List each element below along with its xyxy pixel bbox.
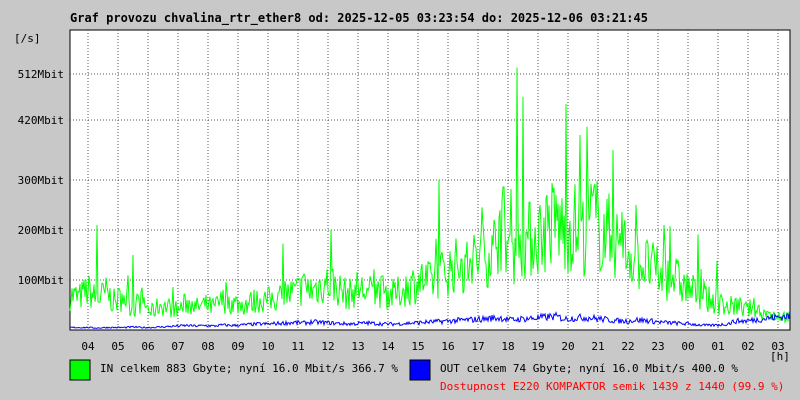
x-tick-label: 13 xyxy=(351,340,364,353)
x-tick-label: 07 xyxy=(171,340,184,353)
x-tick-label: 21 xyxy=(591,340,604,353)
x-tick-label: 10 xyxy=(261,340,274,353)
x-tick-label: 03 xyxy=(771,340,784,353)
x-axis-unit-label: [h] xyxy=(770,350,790,363)
y-axis-unit-label: [/s] xyxy=(14,32,41,45)
x-tick-label: 06 xyxy=(141,340,154,353)
x-tick-label: 08 xyxy=(201,340,214,353)
x-tick-label: 05 xyxy=(111,340,124,353)
availability-label: Dostupnost E220 KOMPAKTOR semik 1439 z 1… xyxy=(440,380,784,393)
x-tick-label: 12 xyxy=(321,340,334,353)
x-tick-label: 11 xyxy=(291,340,304,353)
y-tick-label: 300Mbit xyxy=(18,174,64,187)
x-tick-label: 01 xyxy=(711,340,724,353)
x-tick-label: 19 xyxy=(531,340,544,353)
x-tick-label: 09 xyxy=(231,340,244,353)
series-line-out xyxy=(69,311,791,329)
y-tick-label: 100Mbit xyxy=(18,274,64,287)
chart-title: Graf provozu chvalina_rtr_ether8 od: 202… xyxy=(70,11,648,26)
x-tick-label: 20 xyxy=(561,340,574,353)
legend-out-swatch xyxy=(409,359,431,381)
x-tick-label: 22 xyxy=(621,340,634,353)
x-tick-label: 14 xyxy=(381,340,395,353)
x-tick-label: 02 xyxy=(741,340,754,353)
x-tick-label: 04 xyxy=(81,340,95,353)
x-tick-label: 18 xyxy=(501,340,514,353)
y-tick-label: 200Mbit xyxy=(18,224,64,237)
x-tick-label: 00 xyxy=(681,340,694,353)
legend-in-swatch xyxy=(69,359,91,381)
series-line-in xyxy=(69,67,791,324)
x-tick-label: 23 xyxy=(651,340,664,353)
legend-out-label: OUT celkem 74 Gbyte; nyní 16.0 Mbit/s 40… xyxy=(440,362,738,375)
x-tick-label: 16 xyxy=(441,340,454,353)
y-tick-label: 420Mbit xyxy=(18,114,64,127)
x-tick-label: 17 xyxy=(471,340,484,353)
legend-in-label: IN celkem 883 Gbyte; nyní 16.0 Mbit/s 36… xyxy=(100,362,398,375)
y-tick-label: 512Mbit xyxy=(18,68,64,81)
x-tick-label: 15 xyxy=(411,340,424,353)
